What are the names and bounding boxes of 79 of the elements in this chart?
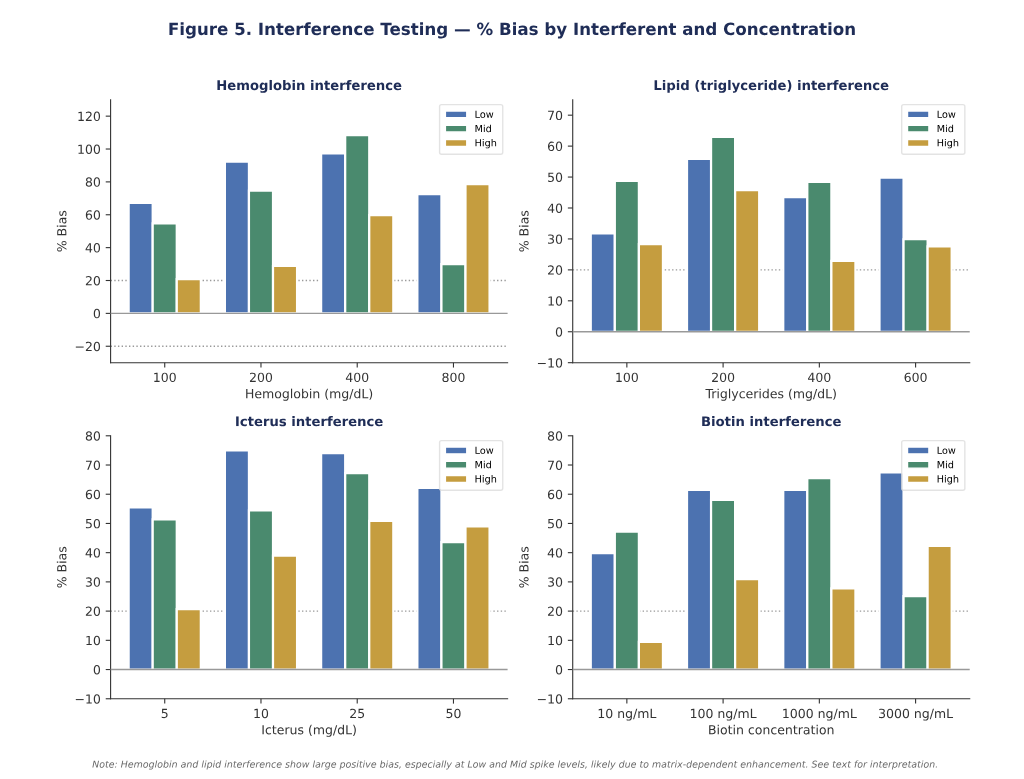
x-tick-label: 50 bbox=[446, 708, 461, 719]
y-tick-label: 10 bbox=[548, 635, 563, 646]
chart-title: Hemoglobin interference bbox=[217, 79, 402, 93]
y-tick-label: 20 bbox=[85, 606, 101, 617]
x-tick-label: 1000 ng/mL bbox=[783, 708, 857, 721]
y-tick-label: 0 bbox=[555, 327, 563, 337]
x-axis-title: Icterus (mg/dL) bbox=[262, 724, 356, 737]
y-tick-label: 0 bbox=[93, 308, 101, 319]
x-axis-title: Hemoglobin (mg/dL) bbox=[246, 388, 373, 401]
y-tick-label: 80 bbox=[85, 177, 101, 187]
y-axis-title: % Bias bbox=[56, 210, 67, 252]
x-tick-label: 800 bbox=[442, 372, 465, 383]
y-tick-label: 80 bbox=[547, 431, 563, 441]
y-tick-label: 60 bbox=[85, 489, 101, 500]
y-tick-label: 40 bbox=[85, 548, 101, 558]
x-tick-label: 100 bbox=[616, 372, 638, 383]
y-tick-label: −10 bbox=[537, 358, 563, 368]
text: Figure 5. Interference Testing — % Bias by Interferent and Concentration bbox=[169, 22, 855, 39]
y-tick-label: 20 bbox=[548, 265, 563, 275]
y-tick-label: −20 bbox=[75, 341, 101, 352]
y-tick-label: 0 bbox=[555, 665, 563, 675]
legend-label: Low bbox=[475, 446, 494, 455]
y-tick-label: 50 bbox=[85, 518, 101, 529]
legend-label: High bbox=[475, 138, 497, 149]
y-tick-label: 30 bbox=[85, 577, 101, 587]
x-tick-label: 10 bbox=[254, 708, 269, 719]
y-tick-label: 40 bbox=[547, 548, 563, 558]
x-tick-label: 100 ng/mL bbox=[690, 708, 757, 721]
x-tick-label: 100 bbox=[154, 372, 176, 383]
y-tick-label: 50 bbox=[548, 518, 563, 529]
y-tick-label: −10 bbox=[75, 694, 101, 704]
y-tick-label: 10 bbox=[86, 635, 101, 646]
y-tick-label: 70 bbox=[85, 460, 101, 470]
y-tick-label: 30 bbox=[548, 577, 563, 587]
y-tick-label: 10 bbox=[548, 296, 563, 306]
x-tick-label: 3000 ng/mL bbox=[879, 708, 954, 721]
y-tick-label: 0 bbox=[93, 665, 101, 675]
y-tick-label: 20 bbox=[548, 606, 563, 617]
legend-label: Low bbox=[475, 110, 494, 118]
legend-label: Mid bbox=[937, 124, 954, 133]
y-tick-label: 40 bbox=[85, 243, 101, 253]
chart-title: Lipid (triglyceride) interference bbox=[654, 79, 889, 93]
legend-label: Mid bbox=[475, 460, 491, 469]
y-axis-title: % Bias bbox=[518, 546, 529, 588]
y-axis-title: % Bias bbox=[518, 210, 529, 252]
x-tick-label: 200 bbox=[249, 372, 273, 383]
chart-title: Biotin interference bbox=[702, 416, 841, 427]
y-tick-label: 60 bbox=[547, 489, 563, 500]
x-tick-label: 400 bbox=[808, 372, 831, 383]
legend-label: High bbox=[475, 475, 497, 485]
x-tick-label: 5 bbox=[161, 708, 168, 719]
legend-label: Low bbox=[937, 446, 956, 455]
x-axis-title: Biotin concentration bbox=[709, 724, 834, 735]
y-tick-label: 120 bbox=[78, 111, 101, 122]
y-tick-label: 20 bbox=[85, 275, 101, 286]
y-tick-label: 40 bbox=[547, 203, 563, 213]
chart-title: Icterus interference bbox=[236, 416, 383, 427]
x-tick-label: 25 bbox=[350, 708, 365, 719]
y-tick-label: 60 bbox=[85, 210, 101, 220]
y-axis-title: % Bias bbox=[56, 546, 67, 588]
legend-label: Mid bbox=[937, 460, 954, 469]
x-axis-title: Triglycerides (mg/dL) bbox=[705, 388, 836, 401]
y-tick-label: 70 bbox=[548, 460, 563, 470]
legend-label: Mid bbox=[475, 124, 491, 133]
x-tick-label: 200 bbox=[712, 372, 735, 383]
y-tick-label: 50 bbox=[548, 172, 563, 182]
y-tick-label: 70 bbox=[548, 110, 563, 121]
legend-label: High bbox=[937, 138, 959, 149]
y-tick-label: −10 bbox=[537, 694, 563, 704]
y-tick-label: 60 bbox=[547, 141, 563, 152]
x-tick-label: 400 bbox=[345, 372, 369, 383]
text: Note: Hemoglobin and lipid interference show large positive bias, especially at Low and Mid spike levels, likely due to matrix-dependent enhancement. See text for interpretation. bbox=[92, 760, 937, 770]
y-tick-label: 80 bbox=[85, 431, 101, 441]
y-tick-label: 100 bbox=[78, 144, 101, 154]
legend-label: Low bbox=[937, 110, 956, 118]
x-tick-label: 10 ng/mL bbox=[598, 708, 657, 721]
x-tick-label: 600 bbox=[904, 372, 927, 383]
y-tick-label: 30 bbox=[548, 234, 563, 244]
legend-label: High bbox=[937, 475, 959, 485]
